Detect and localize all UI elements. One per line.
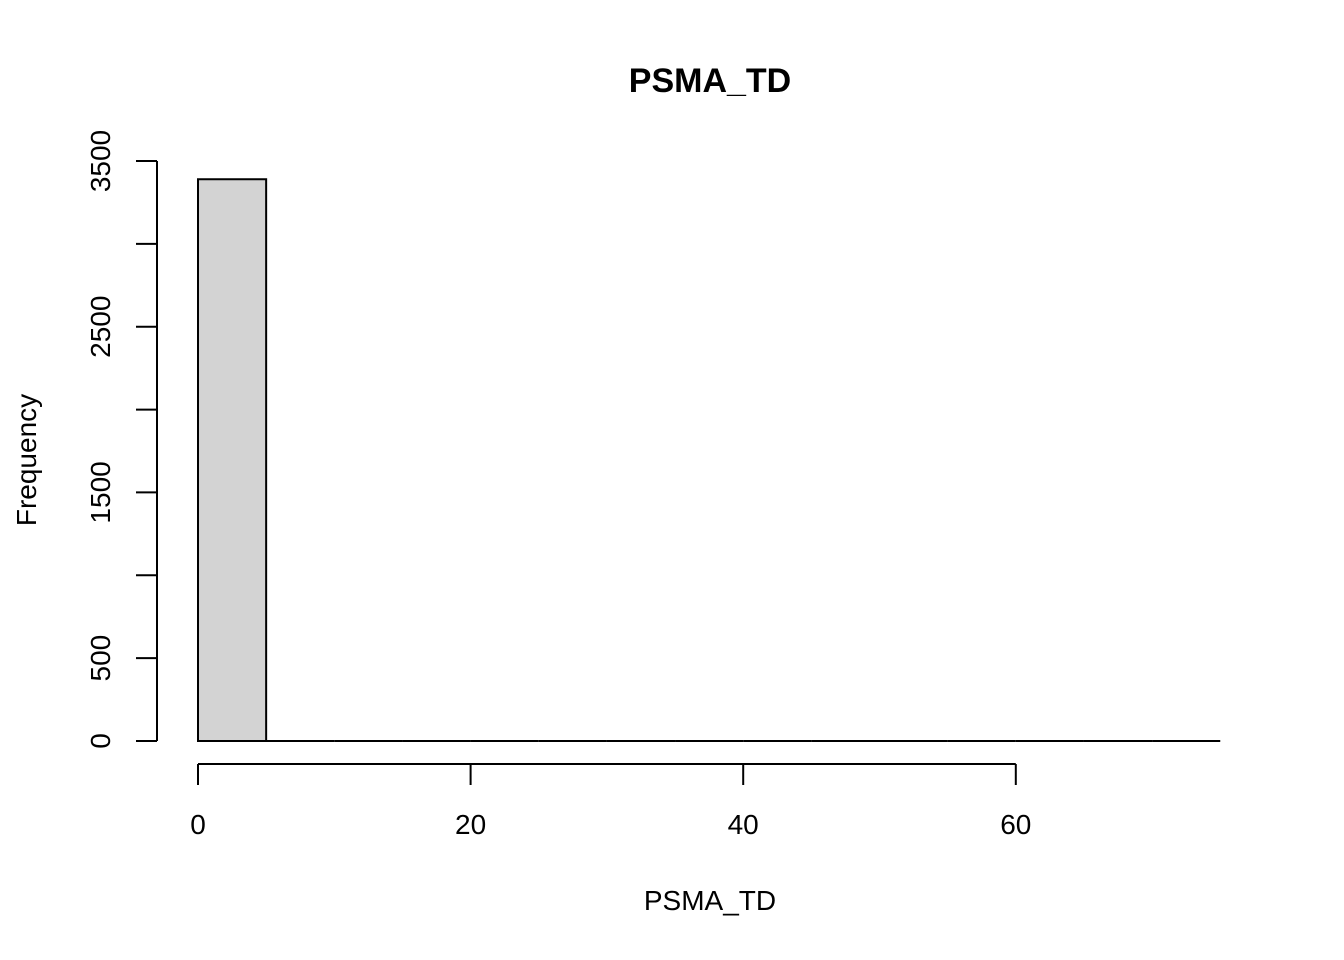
y-tick-label-7: 3500: [85, 130, 116, 192]
x-axis: 0 20 40 60: [190, 763, 1031, 840]
y-tick-label-0: 0: [85, 733, 116, 749]
y-axis-label: Frequency: [11, 394, 42, 526]
bars-group: [197, 178, 1221, 742]
y-tick-label-5: 2500: [85, 296, 116, 358]
x-tick-label-3: 60: [1000, 809, 1031, 840]
y-tick-label-3: 1500: [85, 461, 116, 523]
y-axis: 0 500 1500 2500 3500: [85, 130, 158, 749]
x-tick-label-2: 40: [728, 809, 759, 840]
x-axis-label: PSMA_TD: [644, 885, 776, 916]
histogram-bar-0: [197, 178, 268, 742]
y-tick-label-1: 500: [85, 635, 116, 682]
chart-title: PSMA_TD: [629, 62, 791, 100]
x-tick-label-0: 0: [190, 809, 206, 840]
x-tick-label-1: 20: [455, 809, 486, 840]
